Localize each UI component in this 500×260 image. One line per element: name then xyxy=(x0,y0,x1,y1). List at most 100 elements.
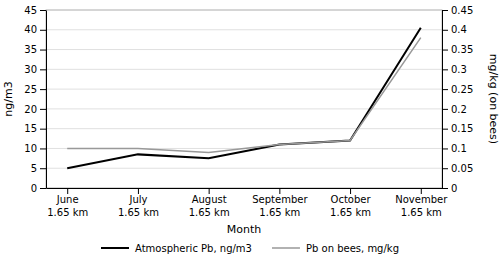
tick-mark xyxy=(442,10,448,11)
tick-label-line: August xyxy=(192,194,227,205)
tick-label: 0.05 xyxy=(451,163,473,174)
tick: July 1.65 km xyxy=(118,188,159,218)
tick-label: 0.1 xyxy=(451,143,467,154)
tick-mark xyxy=(40,129,46,130)
tick: 35 xyxy=(24,44,46,55)
tick: 15 xyxy=(24,123,46,134)
tick: 0.1 xyxy=(442,143,467,154)
tick-mark xyxy=(40,50,46,51)
x-axis-title: Month xyxy=(227,223,262,236)
tick-label: October1.65 km xyxy=(330,194,371,218)
tick-mark xyxy=(40,30,46,31)
tick-label-line: 1.65 km xyxy=(47,207,88,218)
tick-label: 25 xyxy=(24,84,37,95)
tick-label-line: July xyxy=(128,194,147,205)
tick-label: 0.45 xyxy=(451,5,473,16)
grid xyxy=(46,10,442,188)
tick: November 1.65 km xyxy=(395,188,448,218)
tick-label: June 1.65 km xyxy=(47,194,88,218)
tick-label: 0.3 xyxy=(451,64,467,75)
y-axis: 0 5 10 15 20 25 30 35 40 45 xyxy=(24,5,46,194)
axis-line xyxy=(442,11,443,189)
tick-mark xyxy=(40,69,46,70)
tick: 0.05 xyxy=(442,163,473,174)
tick: 30 xyxy=(24,64,46,75)
tick-label: 35 xyxy=(24,44,37,55)
tick: 0.15 xyxy=(442,123,473,134)
tick-label-line: 1.65 km xyxy=(401,207,442,218)
tick-mark xyxy=(40,188,46,189)
tick-label-line: 1.65 km xyxy=(189,207,230,218)
tick: 0.2 xyxy=(442,104,467,115)
tick: 0 xyxy=(31,183,46,194)
tick-label: 45 xyxy=(24,5,37,16)
tick: October1.65 km xyxy=(330,188,371,218)
tick-label-line: 1.65 km xyxy=(259,207,300,218)
y-axis-title: ng/m3 xyxy=(2,81,15,116)
lines xyxy=(67,28,421,168)
tick: August 1.65 km xyxy=(189,188,230,218)
axis-line xyxy=(47,188,443,189)
tick: September 1.65 km xyxy=(252,188,308,218)
tick-mark xyxy=(442,50,448,51)
tick: June 1.65 km xyxy=(47,188,88,218)
tick: 40 xyxy=(24,24,46,35)
tick-label: September 1.65 km xyxy=(252,194,308,218)
tick: 0.3 xyxy=(442,64,467,75)
tick: 5 xyxy=(31,163,46,174)
tick-label: 0.15 xyxy=(451,123,473,134)
chart: 0 5 10 15 20 25 30 35 40 45 0 0.05 0.1 0.15 0.2 0.25 0.3… xyxy=(0,0,500,260)
legend: Atmospheric Pb, ng/m3 Pb on bees, mg/kg xyxy=(101,243,399,254)
tick-label-line: June xyxy=(56,194,79,205)
series-line xyxy=(67,28,421,168)
tick-mark xyxy=(442,129,448,130)
legend-swatch xyxy=(272,247,300,249)
plot-frame xyxy=(46,10,442,188)
tick: 0.35 xyxy=(442,44,473,55)
tick-label: November 1.65 km xyxy=(395,194,448,218)
legend-label: Pb on bees, mg/kg xyxy=(306,243,399,254)
tick-mark xyxy=(442,148,448,149)
plot: 0 5 10 15 20 25 30 35 40 45 0 0.05 0.1 0.15 0.2 0.25 0.3… xyxy=(24,5,473,218)
x-axis: June1.65 kmJuly1.65 kmAugust1.65 kmSepte… xyxy=(47,188,449,218)
tick-mark xyxy=(442,30,448,31)
tick: 20 xyxy=(24,104,46,115)
axis-line xyxy=(46,11,47,189)
grid-line xyxy=(46,168,442,169)
tick: 0 xyxy=(442,183,457,194)
legend-swatch xyxy=(101,247,129,249)
tick-label-line: 1.65 km xyxy=(118,207,159,218)
tick-label: 15 xyxy=(24,123,37,134)
tick-label: 40 xyxy=(24,24,37,35)
y2-axis-title: mg/kg (on bees) xyxy=(487,54,500,144)
tick: 10 xyxy=(24,143,46,154)
tick-mark xyxy=(442,69,448,70)
tick-label: 0.4 xyxy=(451,24,467,35)
grid-line xyxy=(46,29,442,30)
tick: 0.45 xyxy=(442,5,473,16)
tick-label: 10 xyxy=(24,143,37,154)
tick-label-line: November xyxy=(395,194,448,205)
tick-label: August 1.65 km xyxy=(189,194,230,218)
tick: 0.25 xyxy=(442,84,473,95)
tick-mark xyxy=(40,10,46,11)
tick-label: 0.25 xyxy=(451,84,473,95)
tick-mark xyxy=(442,168,448,169)
tick: 0.4 xyxy=(442,24,467,35)
tick: 25 xyxy=(24,84,46,95)
tick-label-line: September xyxy=(252,194,308,205)
tick-label: 0 xyxy=(451,183,457,194)
tick-label: July 1.65 km xyxy=(118,194,159,218)
y2-axis: 0 0.05 0.1 0.15 0.2 0.25 0.3 0.35 0.4 0.45 xyxy=(442,5,473,194)
series-line xyxy=(67,38,421,153)
tick-mark xyxy=(40,148,46,149)
tick-label: 0.35 xyxy=(451,44,473,55)
legend-item: Pb on bees, mg/kg xyxy=(272,243,399,254)
grid-line xyxy=(46,69,442,70)
tick-mark xyxy=(442,109,448,110)
tick-mark xyxy=(442,188,448,189)
tick-label: 0 xyxy=(31,183,37,194)
tick-label-line: October xyxy=(331,194,372,205)
legend-item: Atmospheric Pb, ng/m3 xyxy=(101,243,252,254)
legend-label: Atmospheric Pb, ng/m3 xyxy=(135,243,252,254)
